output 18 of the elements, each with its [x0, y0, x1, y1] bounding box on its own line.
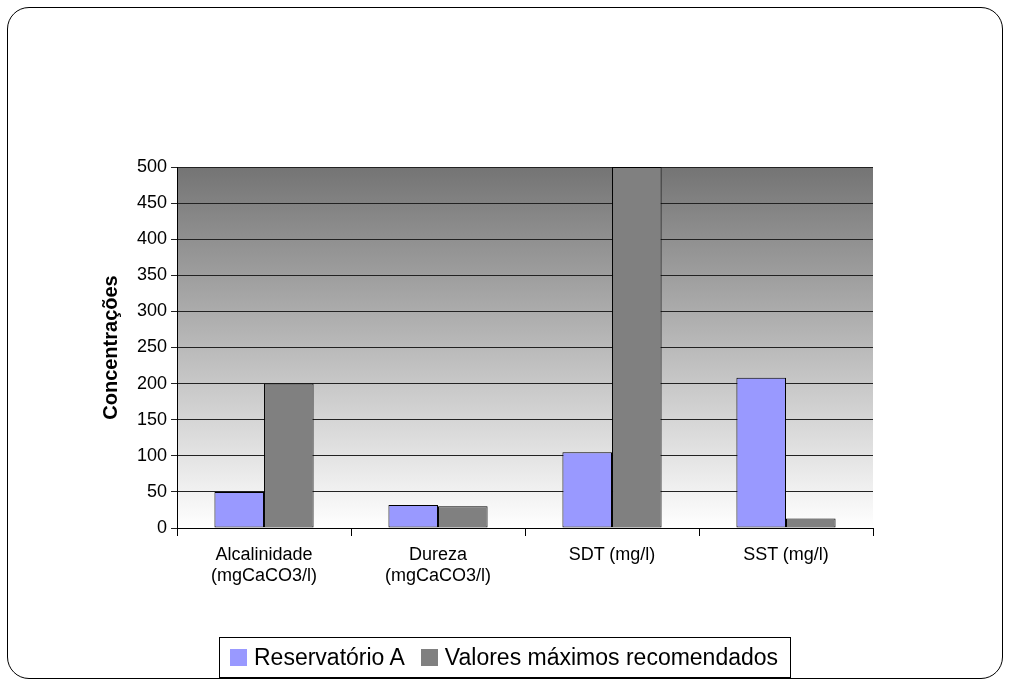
y-tick-label: 250 — [136, 336, 168, 357]
legend-label: Valores máximos recomendados — [444, 644, 779, 671]
y-tick-label: 500 — [136, 155, 168, 176]
y-tick-label: 0 — [157, 516, 168, 537]
legend-label: Reservatório A — [254, 644, 405, 671]
x-tick-label: SST (mg/l) — [743, 543, 829, 564]
y-tick-label: 450 — [136, 192, 168, 213]
y-tick-label: 300 — [136, 300, 168, 321]
y-tick-label: 350 — [136, 264, 168, 285]
x-tick-label: SDT (mg/l) — [568, 543, 656, 564]
y-tick-label: 50 — [147, 480, 168, 501]
y-tick-label: 150 — [136, 408, 168, 429]
x-tick-label: Alcalinidade (mgCaCO3/l) — [211, 543, 318, 586]
x-tick-label: Dureza (mgCaCO3/l) — [385, 543, 492, 586]
y-tick-label: 400 — [136, 228, 168, 249]
y-axis-title: Concentrações — [98, 275, 121, 420]
y-tick-label: 100 — [136, 444, 168, 465]
y-tick-label: 200 — [136, 372, 168, 393]
